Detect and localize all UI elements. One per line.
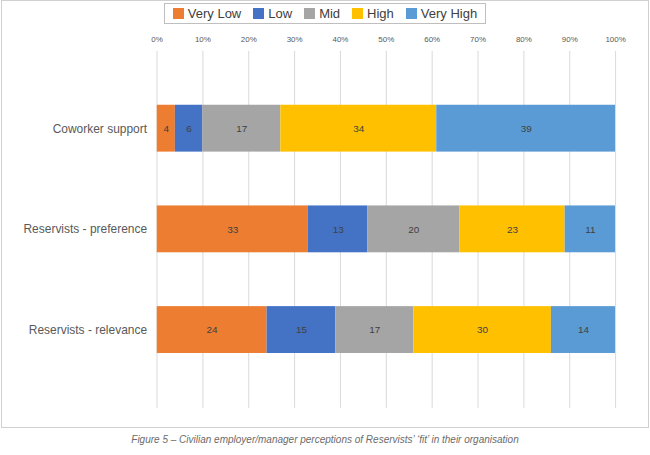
svg-text:30%: 30% — [287, 35, 303, 44]
html-text:Low: Low — [268, 6, 293, 21]
svg-text:Coworker support: Coworker support — [53, 122, 148, 136]
svg-text:24: 24 — [207, 324, 219, 335]
svg-text:100%: 100% — [605, 35, 625, 44]
svg-text:13: 13 — [333, 224, 345, 235]
svg-text:Reservists - preference: Reservists - preference — [23, 222, 147, 236]
svg-text:60%: 60% — [424, 35, 440, 44]
svg-text:50%: 50% — [378, 35, 394, 44]
svg-text:6: 6 — [186, 123, 192, 134]
svg-text:30: 30 — [477, 324, 489, 335]
svg-text:80%: 80% — [516, 35, 532, 44]
html-text:Mid: Mid — [319, 6, 341, 21]
svg-text:39: 39 — [521, 123, 533, 134]
svg-text:0%: 0% — [151, 35, 163, 44]
svg-text:70%: 70% — [470, 35, 486, 44]
html-text:High: High — [367, 6, 394, 21]
svg-text:15: 15 — [296, 324, 308, 335]
html-text:Figure 5 – Civilian employer/m: Figure 5 – Civilian employer/manager per… — [131, 434, 519, 445]
svg-text:Reservists - relevance: Reservists - relevance — [29, 323, 148, 337]
html-text:Very Low: Very Low — [187, 6, 242, 21]
svg-text:40%: 40% — [332, 35, 348, 44]
svg-text:23: 23 — [507, 224, 519, 235]
html-text:Very High: Very High — [420, 6, 478, 21]
svg-text:4: 4 — [163, 123, 169, 134]
svg-text:17: 17 — [369, 324, 381, 335]
svg-text:90%: 90% — [562, 35, 578, 44]
svg-text:17: 17 — [236, 123, 248, 134]
svg-text:20%: 20% — [241, 35, 257, 44]
svg-text:33: 33 — [227, 224, 239, 235]
svg-text:20: 20 — [408, 224, 420, 235]
svg-text:14: 14 — [578, 324, 590, 335]
svg-text:11: 11 — [585, 224, 596, 235]
svg-text:10%: 10% — [195, 35, 211, 44]
svg-text:34: 34 — [353, 123, 365, 134]
